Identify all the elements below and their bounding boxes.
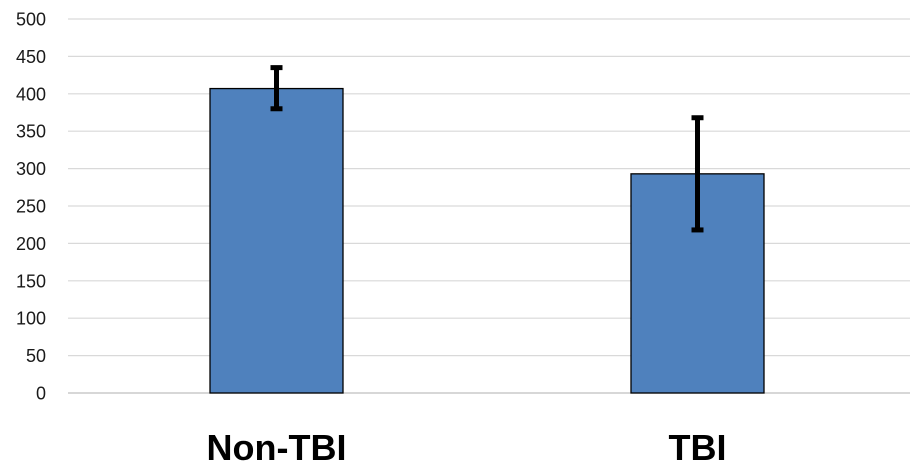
error-bar bbox=[691, 115, 704, 233]
error-bars bbox=[270, 65, 704, 233]
y-tick-label: 350 bbox=[16, 122, 46, 142]
gridlines bbox=[68, 18, 910, 394]
x-category-label: Non-TBI bbox=[207, 427, 347, 468]
x-category-label: TBI bbox=[669, 427, 727, 468]
y-tick-label: 500 bbox=[16, 10, 46, 30]
y-tick-label: 450 bbox=[16, 47, 46, 67]
y-tick-label: 100 bbox=[16, 309, 46, 329]
y-tick-label: 50 bbox=[26, 346, 46, 366]
y-tick-label: 400 bbox=[16, 84, 46, 104]
y-tick-label: 200 bbox=[16, 234, 46, 254]
y-tick-label: 300 bbox=[16, 159, 46, 179]
y-axis-tick-labels: 0 50 100 150 200 250 300 350 400 450 500 bbox=[16, 10, 46, 404]
bar-non-tbi bbox=[209, 87, 344, 394]
y-tick-label: 150 bbox=[16, 271, 46, 291]
y-tick-label: 0 bbox=[36, 384, 46, 404]
y-tick-label: 250 bbox=[16, 197, 46, 217]
bars bbox=[209, 87, 765, 394]
error-bar bbox=[270, 65, 283, 112]
x-axis-category-labels: Non-TBI TBI bbox=[207, 427, 727, 468]
